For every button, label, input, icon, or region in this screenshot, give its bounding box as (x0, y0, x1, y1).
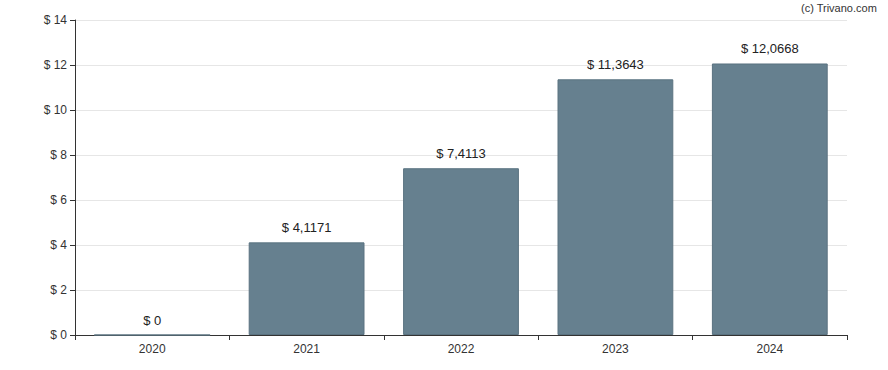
svg-text:$ 7,4113: $ 7,4113 (436, 146, 486, 161)
svg-text:$ 12: $ 12 (44, 58, 68, 72)
svg-text:$ 4,1171: $ 4,1171 (282, 220, 332, 235)
svg-text:$ 14: $ 14 (44, 13, 68, 27)
svg-text:(c) Trivano.com: (c) Trivano.com (801, 2, 877, 14)
svg-text:2024: 2024 (756, 342, 783, 356)
svg-text:$ 6: $ 6 (50, 193, 67, 207)
svg-text:$ 2: $ 2 (50, 283, 67, 297)
svg-text:$ 0: $ 0 (143, 313, 161, 328)
svg-text:2021: 2021 (293, 342, 320, 356)
svg-text:2023: 2023 (602, 342, 629, 356)
svg-text:$ 11,3643: $ 11,3643 (587, 57, 644, 72)
svg-text:$ 12,0668: $ 12,0668 (741, 41, 799, 56)
svg-text:$ 0: $ 0 (50, 328, 67, 342)
svg-text:$ 10: $ 10 (44, 103, 68, 117)
svg-text:2020: 2020 (139, 342, 166, 356)
svg-text:2022: 2022 (448, 342, 475, 356)
svg-text:$ 8: $ 8 (50, 148, 67, 162)
svg-text:$ 4: $ 4 (50, 238, 67, 252)
